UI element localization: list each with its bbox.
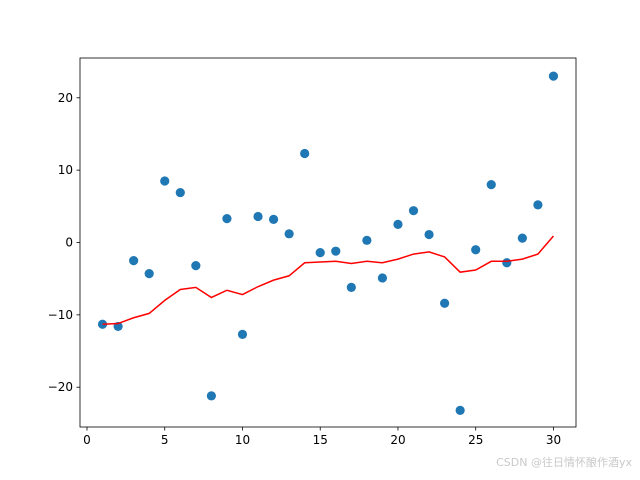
y-tick-label: 10 — [58, 163, 73, 177]
scatter-point — [129, 255, 139, 266]
scatter-point — [393, 219, 403, 230]
y-tick-label: 0 — [65, 236, 73, 250]
scatter-point — [424, 229, 434, 240]
scatter-point — [455, 405, 465, 415]
scatter-point — [533, 200, 543, 210]
scatter-point — [144, 269, 154, 279]
scatter-point — [362, 235, 372, 245]
axes-frame — [79, 57, 577, 428]
x-tick-label: 30 — [546, 433, 561, 447]
scatter-point — [440, 298, 450, 308]
x-axis: 0 5 10 15 20 25 30 — [83, 427, 561, 447]
scatter-point — [237, 329, 248, 339]
scatter-point — [222, 214, 232, 224]
scatter-point — [502, 258, 512, 268]
x-tick-label: 5 — [161, 433, 169, 447]
scatter-point — [517, 233, 527, 243]
scatter-point — [253, 211, 263, 222]
x-tick-label: 20 — [390, 433, 405, 447]
x-tick-label: 25 — [468, 433, 483, 447]
scatter-point — [268, 214, 279, 224]
scatter-point — [471, 245, 481, 255]
trend-line — [102, 235, 555, 326]
scatter-point — [175, 187, 185, 198]
scatter-point — [548, 71, 559, 81]
x-tick-label: 15 — [313, 433, 328, 447]
scatter-point — [284, 229, 294, 239]
watermark: CSDN @往日情怀酿作酒yx — [496, 456, 632, 469]
x-tick-label: 10 — [235, 433, 250, 447]
scatter-point — [377, 273, 388, 283]
scatter-point — [408, 206, 419, 216]
y-tick-label: −20 — [48, 380, 73, 394]
scatter-point — [191, 261, 201, 271]
scatter-point — [486, 180, 496, 190]
scatter-point — [206, 391, 216, 401]
y-axis: −20 −10 0 10 20 — [48, 91, 80, 394]
scatter-point — [346, 282, 356, 292]
scatter-point — [160, 176, 170, 186]
y-tick-label: 20 — [58, 91, 73, 105]
scatter-point — [331, 246, 341, 256]
plot-marks — [97, 71, 559, 415]
x-tick-label: 0 — [83, 433, 91, 447]
scatter-point — [315, 248, 325, 258]
scatter-point — [300, 148, 310, 159]
y-tick-label: −10 — [48, 308, 73, 322]
